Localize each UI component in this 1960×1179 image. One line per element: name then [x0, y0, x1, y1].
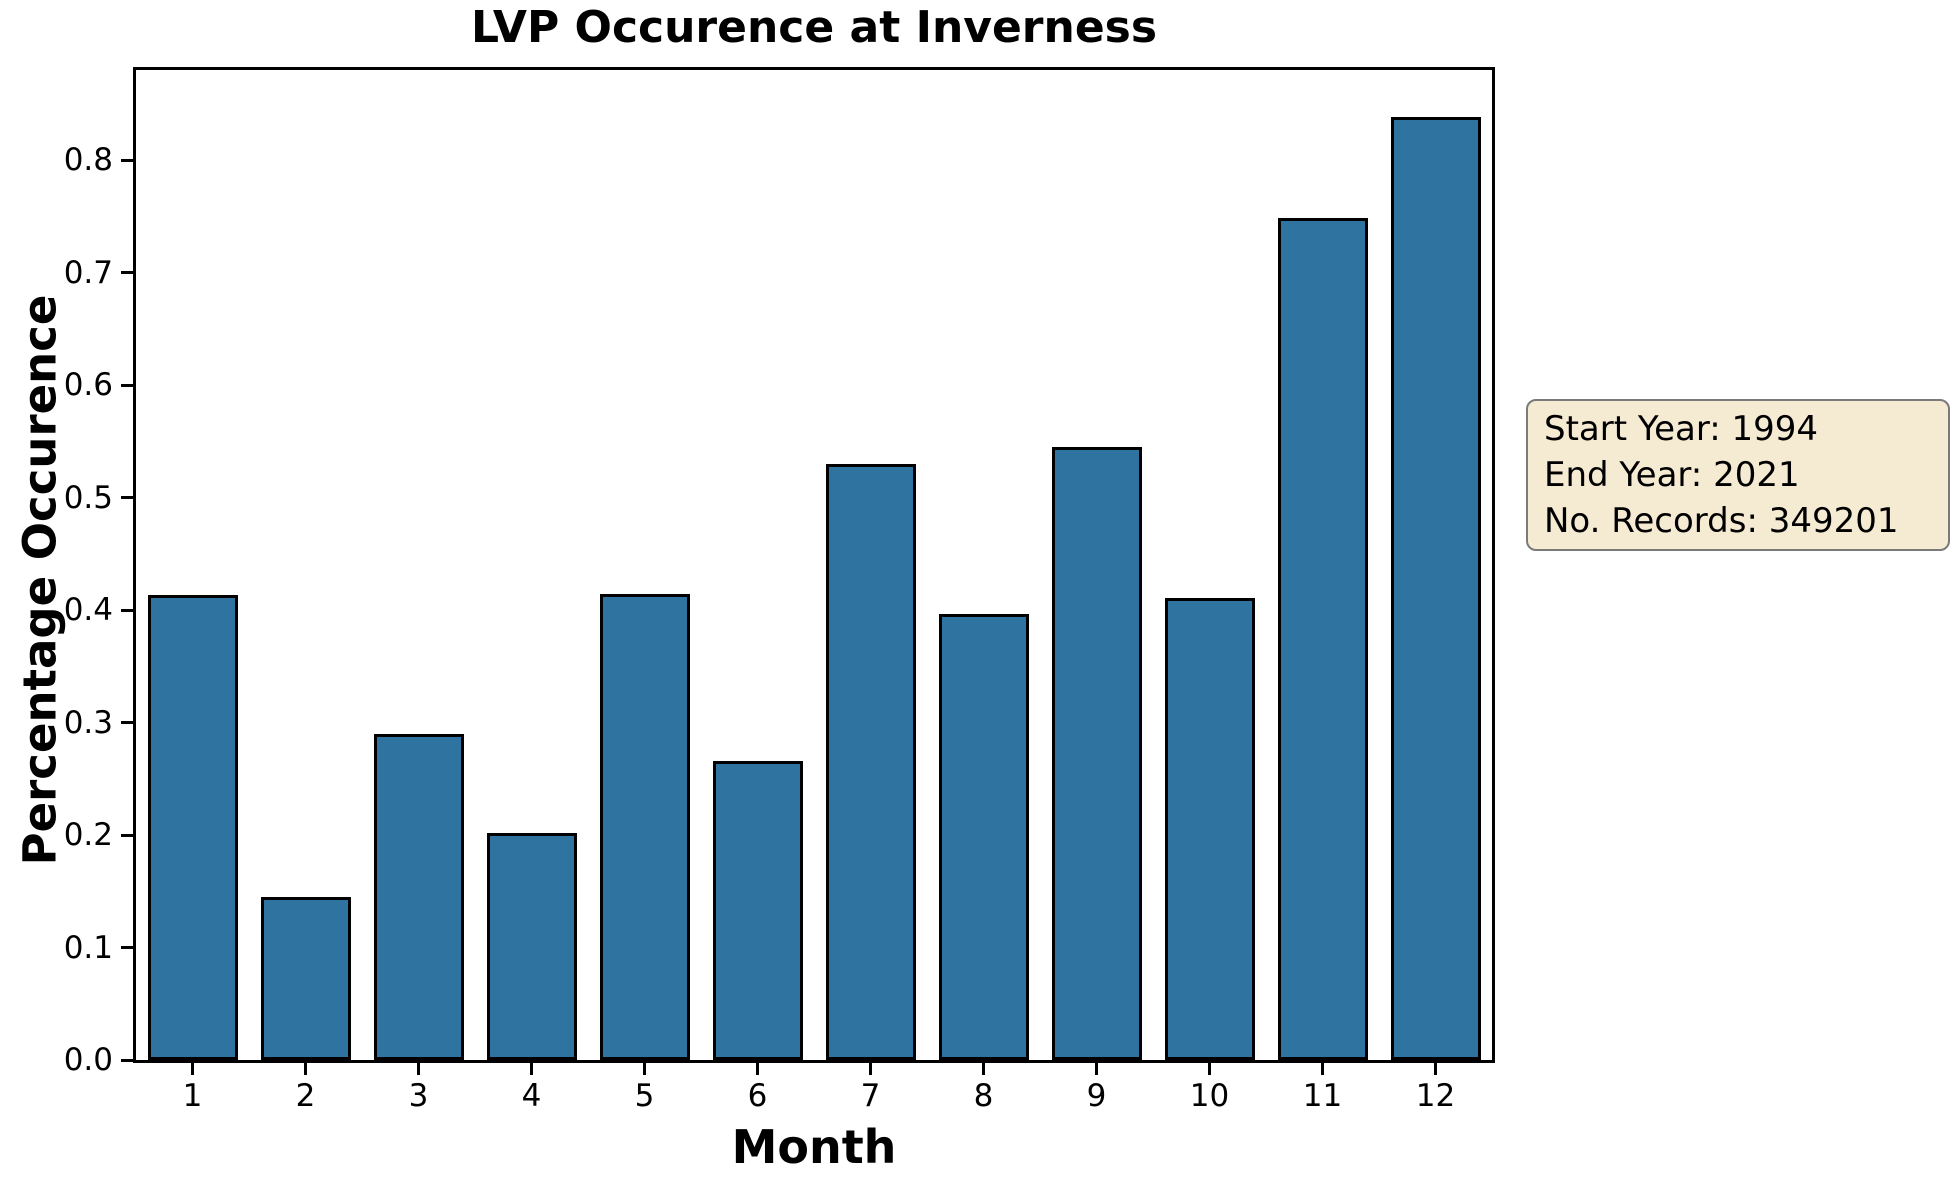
y-tick-mark-0.3 [121, 721, 133, 724]
y-tick-label-0.6: 0.6 [63, 367, 113, 403]
x-tick-mark-6 [756, 1063, 759, 1075]
x-tick-mark-11 [1321, 1063, 1324, 1075]
x-tick-label-3: 3 [408, 1078, 429, 1114]
x-tick-mark-4 [530, 1063, 533, 1075]
y-tick-mark-0.0 [121, 1058, 133, 1062]
x-tick-mark-9 [1095, 1063, 1098, 1075]
info-start-year: Start Year: 1994 [1544, 409, 1819, 449]
bars-container [136, 70, 1492, 1060]
x-tick-label-12: 12 [1415, 1078, 1456, 1114]
bar-month-4 [486, 833, 577, 1060]
x-tick-label-5: 5 [634, 1078, 655, 1114]
x-tick-label-6: 6 [747, 1078, 768, 1114]
x-tick-mark-2 [304, 1063, 307, 1075]
y-tick-mark-0.6 [121, 383, 133, 387]
x-tick-label-4: 4 [521, 1078, 542, 1114]
x-tick-label-2: 2 [295, 1078, 316, 1114]
y-tick-label-0.2: 0.2 [63, 817, 113, 853]
x-tick-mark-7 [869, 1063, 872, 1075]
bar-month-6 [712, 761, 803, 1060]
y-tick-label-0.8: 0.8 [63, 142, 113, 178]
x-tick-label-8: 8 [973, 1078, 994, 1114]
bar-month-5 [599, 594, 690, 1060]
x-tick-mark-8 [982, 1063, 985, 1075]
bar-month-7 [825, 464, 916, 1060]
x-tick-label-9: 9 [1086, 1078, 1107, 1114]
x-tick-mark-12 [1434, 1063, 1437, 1075]
y-tick-mark-0.1 [121, 946, 133, 949]
y-tick-mark-0.8 [121, 158, 133, 162]
info-box: Start Year: 1994 End Year: 2021 No. Reco… [1526, 399, 1950, 551]
plot-area [133, 67, 1495, 1063]
x-tick-mark-5 [643, 1063, 646, 1075]
bar-month-9 [1051, 447, 1142, 1060]
y-tick-label-0.1: 0.1 [63, 929, 113, 966]
y-tick-label-0.4: 0.4 [63, 592, 113, 628]
x-tick-label-1: 1 [182, 1078, 203, 1114]
y-tick-mark-0.7 [121, 271, 133, 274]
y-tick-mark-0.4 [121, 608, 133, 612]
y-tick-label-0.3: 0.3 [63, 704, 113, 741]
x-axis-label: Month [731, 1120, 897, 1174]
x-tick-mark-3 [417, 1063, 420, 1075]
info-records: No. Records: 349201 [1544, 501, 1899, 541]
chart-title: LVP Occurence at Inverness [470, 2, 1158, 53]
x-tick-label-11: 11 [1302, 1078, 1343, 1114]
bar-month-12 [1390, 117, 1481, 1060]
info-end-year: End Year: 2021 [1544, 455, 1800, 495]
y-tick-label-0.0: 0.0 [63, 1042, 113, 1078]
bar-month-10 [1164, 598, 1255, 1060]
bar-month-11 [1277, 218, 1368, 1060]
y-tick-label-0.5: 0.5 [63, 479, 113, 516]
y-tick-mark-0.2 [121, 833, 133, 837]
x-tick-mark-10 [1208, 1063, 1211, 1075]
bar-month-8 [938, 614, 1029, 1060]
x-tick-label-7: 7 [860, 1078, 881, 1114]
bar-month-2 [260, 897, 351, 1060]
x-tick-mark-1 [191, 1063, 194, 1075]
x-tick-label-10: 10 [1189, 1078, 1230, 1114]
y-tick-mark-0.5 [121, 496, 133, 499]
bar-month-1 [147, 595, 238, 1060]
y-tick-label-0.7: 0.7 [63, 254, 113, 291]
bar-month-3 [373, 734, 464, 1060]
